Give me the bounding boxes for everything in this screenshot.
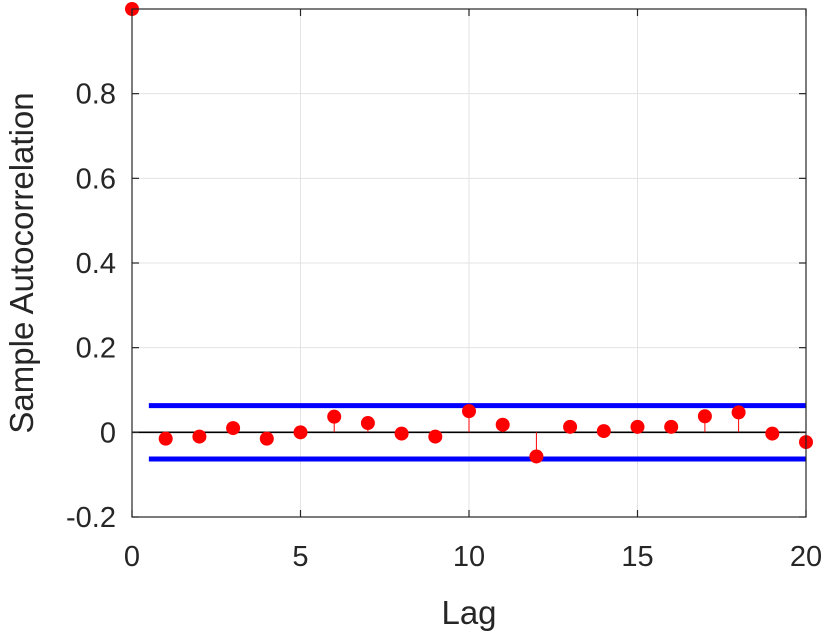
y-axis-label: Sample Autocorrelation	[3, 92, 40, 433]
y-tick-label: 0.6	[76, 163, 116, 195]
y-tick-label: 0	[100, 417, 116, 449]
x-tick-label: 20	[790, 541, 822, 573]
stem-marker	[259, 431, 274, 446]
x-axis-ticks: 0 5 10 15 20	[124, 9, 822, 573]
x-tick-label: 10	[453, 541, 485, 573]
stem-marker	[630, 419, 645, 434]
stem-marker	[529, 449, 544, 464]
stem-marker	[226, 421, 241, 436]
stem-marker	[563, 419, 578, 434]
x-tick-label: 0	[124, 541, 140, 573]
y-tick-label: 0.8	[76, 79, 116, 111]
stem-marker	[158, 431, 173, 446]
y-axis-ticks: -0.2 0 0.2 0.4 0.6 0.8	[66, 79, 806, 534]
stem-marker	[394, 426, 409, 441]
stem-marker	[462, 404, 476, 419]
stem-marker	[495, 417, 510, 432]
stem-marker	[293, 425, 308, 440]
y-tick-label: 0.2	[76, 333, 116, 365]
y-tick-label: 0.4	[76, 248, 116, 280]
stem-marker	[664, 419, 679, 434]
stem-marker	[697, 409, 712, 424]
stem-marker	[428, 429, 443, 444]
x-tick-label: 5	[292, 541, 308, 573]
markers	[125, 2, 813, 464]
y-tick-label: -0.2	[66, 502, 116, 534]
stem-marker	[327, 409, 342, 424]
stem-marker	[192, 429, 207, 444]
stem-marker	[731, 405, 746, 420]
x-axis-label: Lag	[441, 594, 496, 631]
stem-marker	[765, 426, 780, 441]
x-tick-label: 15	[621, 541, 653, 573]
stem-marker	[360, 416, 375, 431]
stem-marker	[596, 424, 611, 439]
